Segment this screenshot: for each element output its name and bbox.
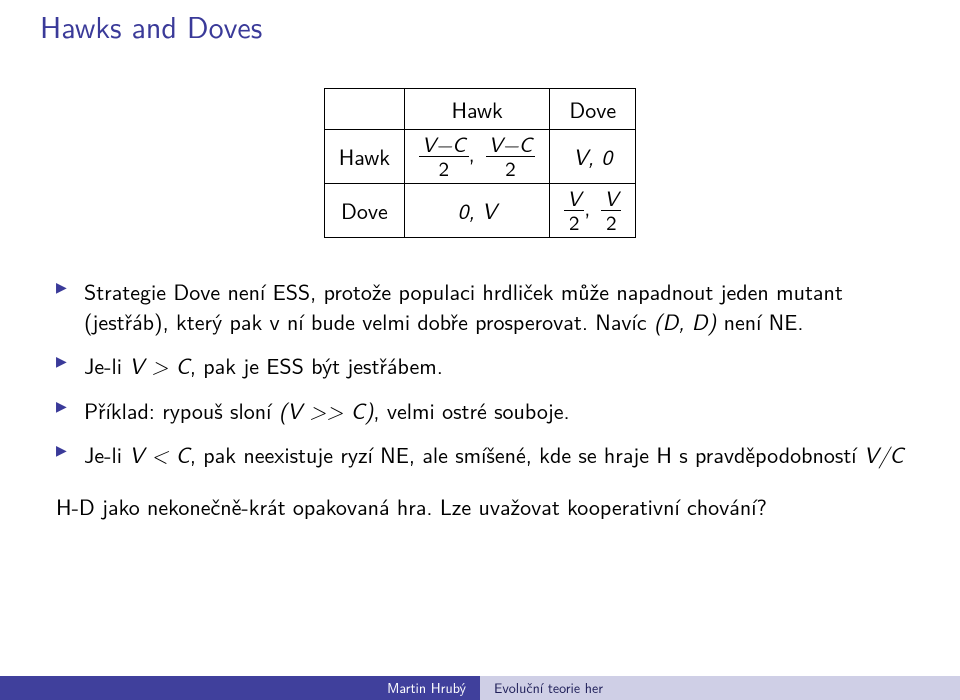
slide: Hawks and Doves Hawk Dove Hawk V−C2, V−C… (0, 0, 960, 700)
payoff-table: Hawk Dove Hawk V−C2, V−C2 V, 0 Dove 0, V… (324, 88, 637, 238)
slide-title: Hawks and Doves (40, 0, 920, 88)
bullet-3: Příklad: rypouš sloní (V >> C), velmi os… (56, 395, 910, 425)
col-header-hawk: Hawk (405, 89, 550, 130)
bullet-list: Strategie Dove není ESS, protože populac… (40, 276, 920, 470)
cell-dh: 0, V (405, 183, 550, 237)
row-header-dove: Dove (324, 183, 404, 237)
summary-text: H-D jako nekonečně-krát opakovaná hra. L… (40, 483, 920, 521)
cell-hd: V, 0 (550, 130, 636, 184)
bullet-4: Je-li V < C, pak neexistuje ryzí NE, ale… (56, 439, 910, 469)
row-header-hawk: Hawk (324, 130, 404, 184)
bullet-2: Je-li V > C, pak je ESS být jestřábem. (56, 350, 910, 380)
footer-author: Martin Hrubý (0, 676, 480, 700)
footer-course: Evoluční teorie her (480, 676, 960, 700)
payoff-table-wrap: Hawk Dove Hawk V−C2, V−C2 V, 0 Dove 0, V… (40, 88, 920, 238)
footer: Martin Hrubý Evoluční teorie her (0, 676, 960, 700)
bullet-1: Strategie Dove není ESS, protože populac… (56, 276, 910, 337)
cell-hh: V−C2, V−C2 (405, 130, 550, 184)
cell-dd: V2, V2 (550, 183, 636, 237)
col-header-dove: Dove (550, 89, 636, 130)
